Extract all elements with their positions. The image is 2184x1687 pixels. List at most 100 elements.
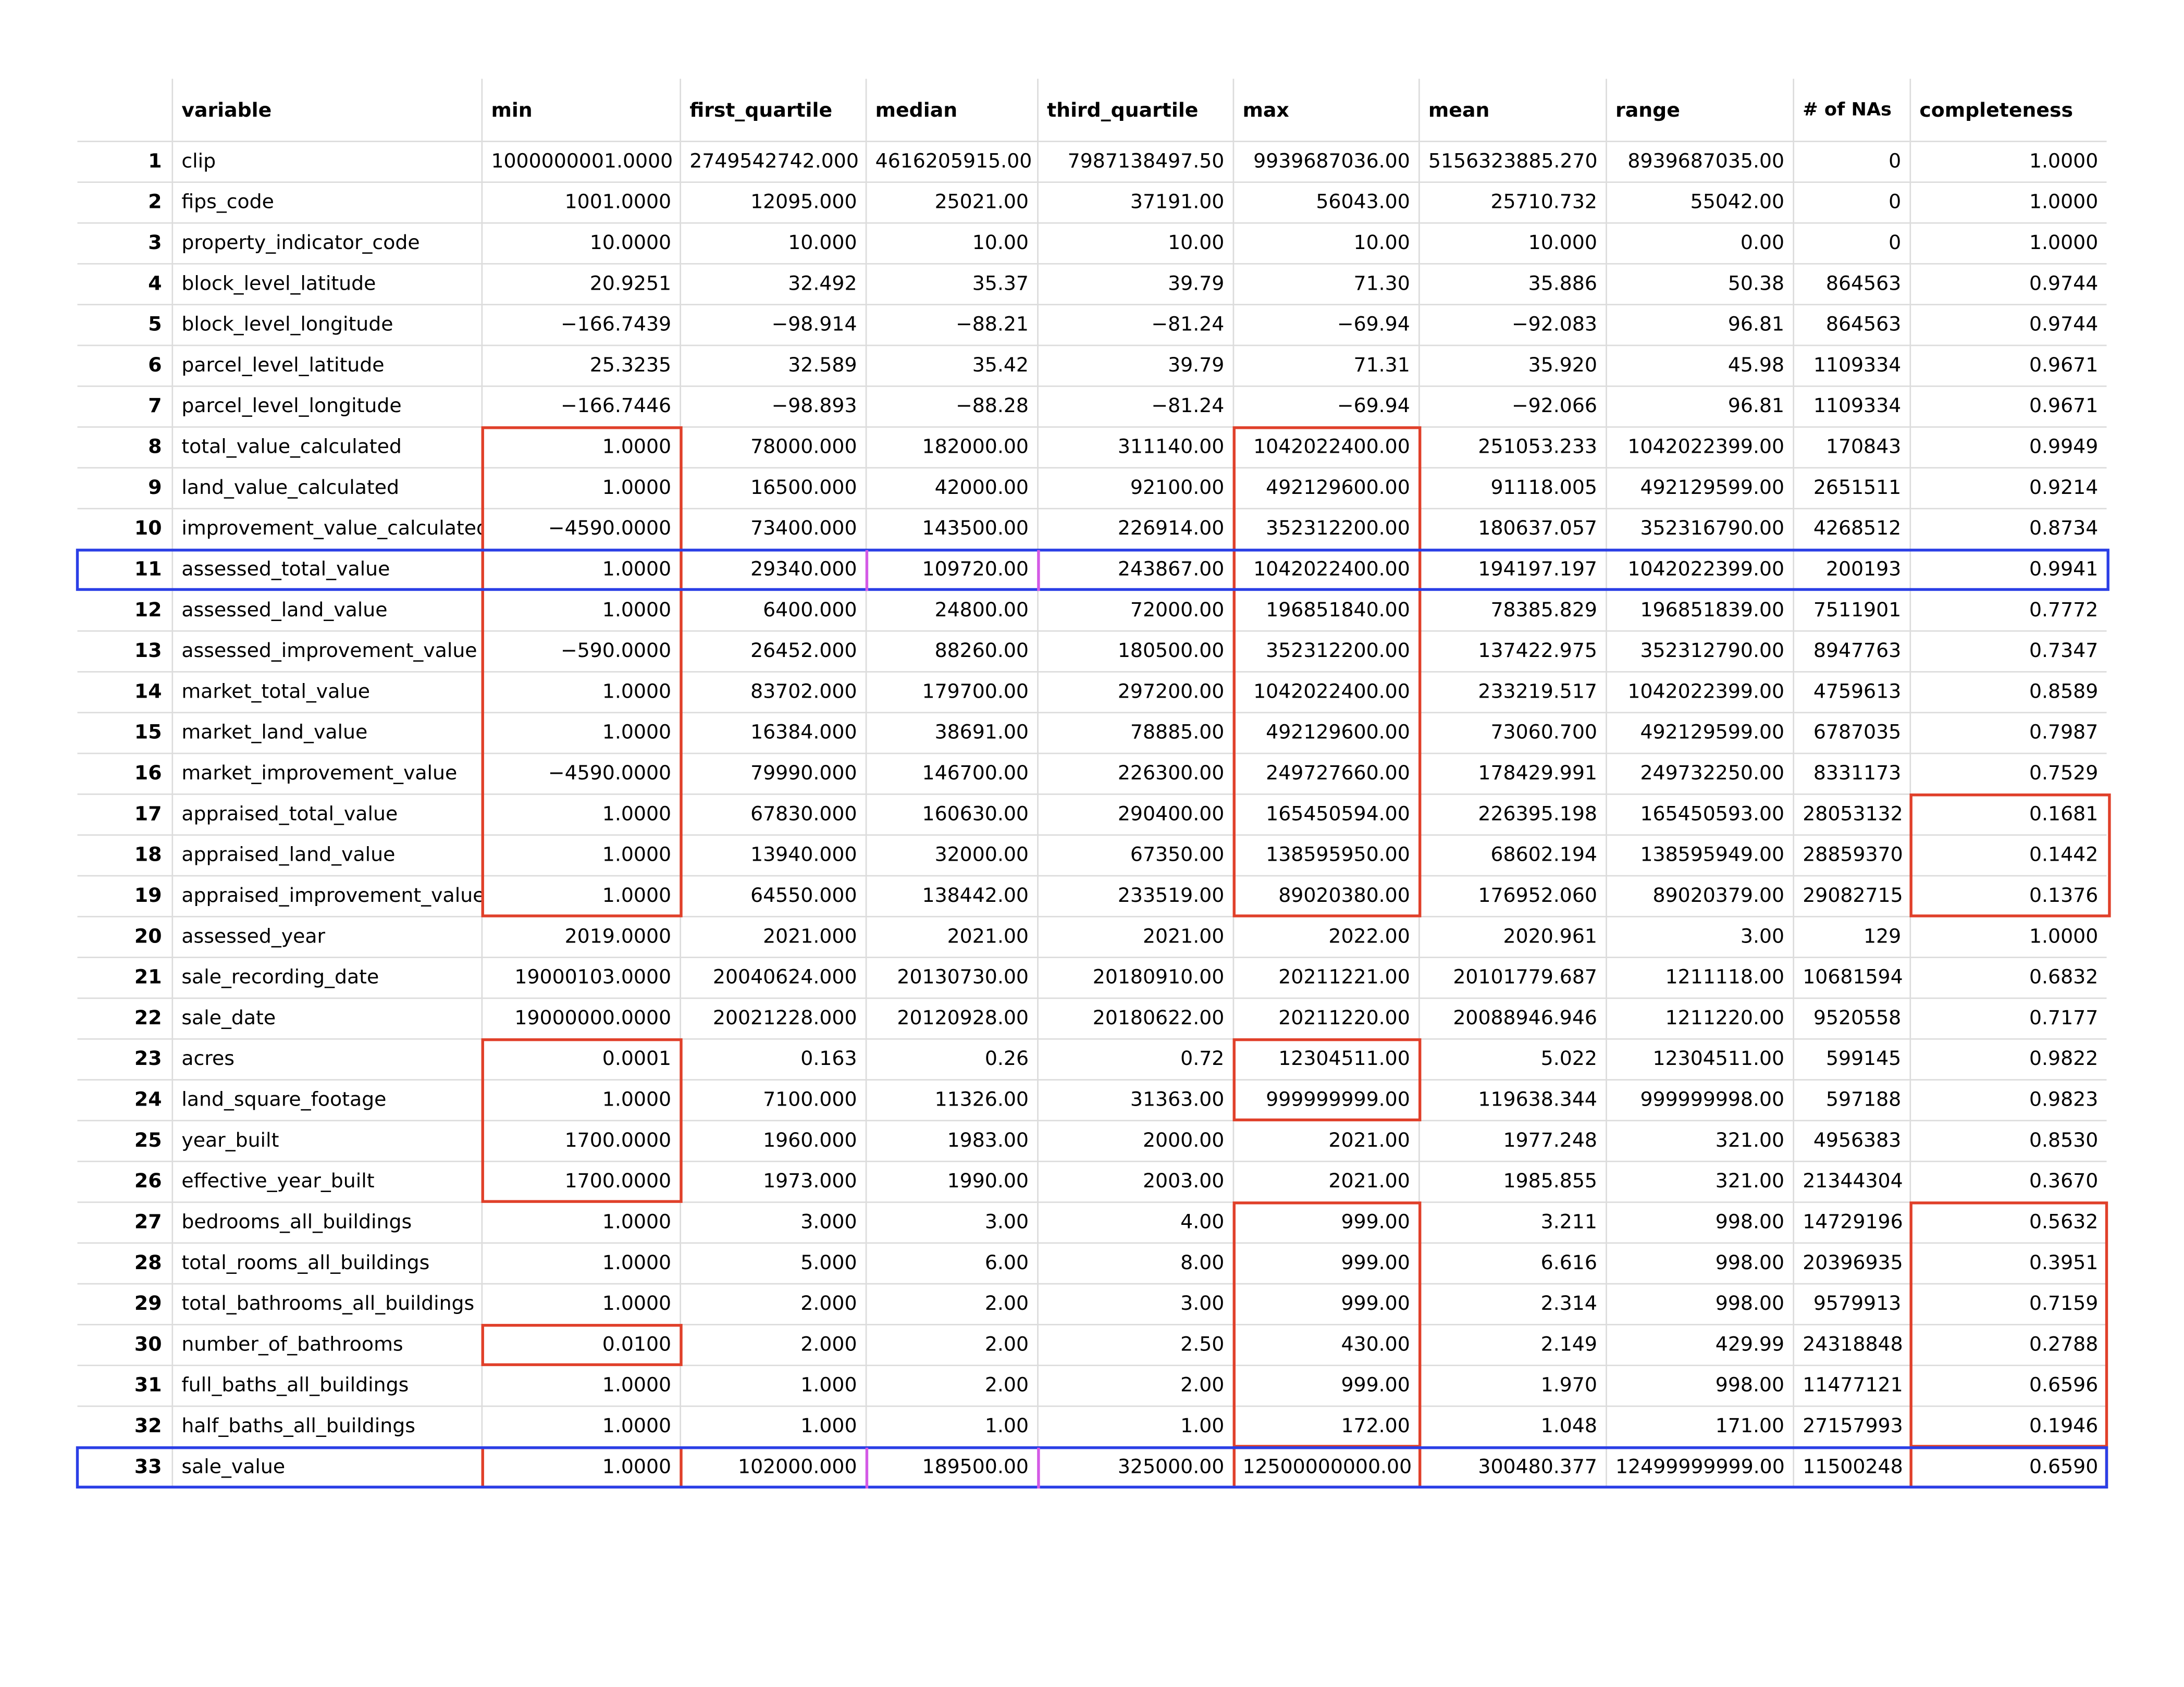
third-quartile-cell: 1.00	[1039, 1407, 1235, 1448]
max-cell: 999999999.00	[1234, 1080, 1420, 1122]
first-quartile-cell: 5.000	[681, 1244, 867, 1285]
min-cell: −4590.0000	[483, 509, 681, 550]
mean-cell: 194197.197	[1420, 550, 1607, 591]
first-quartile-cell: 29340.000	[681, 550, 867, 591]
row-index-cell: 22	[78, 999, 174, 1040]
max-cell: 2021.00	[1234, 1162, 1420, 1203]
min-cell: 1.0000	[483, 836, 681, 877]
variable-cell: parcel_level_longitude	[173, 387, 483, 428]
first-quartile-cell: 78000.000	[681, 427, 867, 469]
range-cell: 492129599.00	[1607, 468, 1795, 510]
completeness-cell: 0.1442	[2029, 844, 2099, 867]
row-index-cell: 9	[78, 468, 174, 510]
na-count-cell: 9579913	[1794, 1284, 1911, 1325]
mean-cell: 5156323885.270	[1420, 142, 1607, 183]
third-quartile-cell: 226914.00	[1039, 509, 1235, 550]
table-row: 3 property_indicator_code 10.0000 10.000 10.…	[77, 224, 2107, 265]
third-quartile-cell: 290400.00	[1039, 795, 1235, 836]
completeness-cell: 0.9671	[2029, 395, 2099, 418]
row-index-cell: 24	[78, 1080, 174, 1122]
third-quartile-cell: 20180622.00	[1039, 999, 1235, 1040]
third-quartile-cell: 2003.00	[1039, 1162, 1235, 1203]
range-cell: 1211118.00	[1607, 958, 1795, 999]
table-row: 14 market_total_value 1.0000 83702.000 17970…	[77, 672, 2107, 714]
variable-cell: assessed_improvement_value	[173, 631, 483, 673]
row-index-cell: 6	[78, 346, 174, 387]
variable-cell: total_rooms_all_buildings	[173, 1244, 483, 1285]
range-cell: 8939687035.00	[1607, 142, 1795, 183]
min-cell: 1001.0000	[483, 183, 681, 224]
na-count-cell: 11477121	[1794, 1366, 1911, 1407]
variable-cell: clip	[173, 142, 483, 183]
max-cell: 492129600.00	[1234, 468, 1420, 510]
third-quartile-cell: 3.00	[1039, 1284, 1235, 1325]
na-count-cell: 4268512	[1794, 509, 1911, 550]
variable-cell: number_of_bathrooms	[173, 1325, 483, 1367]
mean-cell: 2.314	[1420, 1284, 1607, 1325]
variable-cell: acres	[173, 1039, 483, 1081]
third-quartile-cell: 2000.00	[1039, 1121, 1235, 1162]
header-third-quartile: third_quartile	[1039, 79, 1235, 142]
median-cell: 11326.00	[867, 1080, 1039, 1122]
table-row: 16 market_improvement_value −4590.0000 7999…	[77, 754, 2107, 795]
na-count-cell: 864563	[1794, 305, 1911, 346]
table-row: 22 sale_date 19000000.0000 20021228.000 2012…	[77, 999, 2107, 1040]
max-cell: 2022.00	[1234, 917, 1420, 958]
first-quartile-cell: −98.893	[681, 387, 867, 428]
table-row: 15 market_land_value 1.0000 16384.000 38691.…	[77, 713, 2107, 754]
max-cell: 492129600.00	[1234, 713, 1420, 754]
variable-cell: full_baths_all_buildings	[173, 1366, 483, 1407]
variable-cell: sale_value	[173, 1447, 483, 1489]
first-quartile-cell: 16500.000	[681, 468, 867, 510]
min-cell: 1.0000	[483, 1284, 681, 1325]
min-cell: 1.0000	[483, 591, 681, 632]
first-quartile-cell: 2021.000	[681, 917, 867, 958]
median-cell: 182000.00	[867, 427, 1039, 469]
completeness-cell: 0.8589	[2029, 680, 2099, 704]
na-count-cell: 129	[1794, 917, 1911, 958]
max-cell: 20211221.00	[1234, 958, 1420, 999]
variable-cell: half_baths_all_buildings	[173, 1407, 483, 1448]
range-cell: 1042022399.00	[1607, 427, 1795, 469]
completeness-cell: 1.0000	[2029, 191, 2099, 214]
na-count-cell: 8947763	[1794, 631, 1911, 673]
range-cell: 352316790.00	[1607, 509, 1795, 550]
range-cell: 3.00	[1607, 917, 1795, 958]
median-cell: 1.00	[867, 1407, 1039, 1448]
completeness-cell: 0.5632	[2029, 1211, 2099, 1234]
max-cell: 165450594.00	[1234, 795, 1420, 836]
row-index-cell: 26	[78, 1162, 174, 1203]
first-quartile-cell: 16384.000	[681, 713, 867, 754]
variable-cell: appraised_improvement_value	[173, 876, 483, 917]
row-index-cell: 3	[78, 224, 174, 265]
third-quartile-cell: 297200.00	[1039, 672, 1235, 714]
na-count-cell: 7511901	[1794, 591, 1911, 632]
row-index-cell: 30	[78, 1325, 174, 1367]
completeness-cell: 0.7987	[2029, 722, 2099, 745]
mean-cell: 233219.517	[1420, 672, 1607, 714]
variable-cell: market_improvement_value	[173, 754, 483, 795]
first-quartile-cell: 10.000	[681, 224, 867, 265]
range-cell: 999999998.00	[1607, 1080, 1795, 1122]
median-cell: 25021.00	[867, 183, 1039, 224]
completeness-cell: 0.8530	[2029, 1130, 2099, 1152]
first-quartile-cell: 1973.000	[681, 1162, 867, 1203]
na-count-cell: 4956383	[1794, 1121, 1911, 1162]
na-count-cell: 1109334	[1794, 387, 1911, 428]
median-cell: 189500.00	[867, 1447, 1039, 1489]
median-cell: 2.00	[867, 1284, 1039, 1325]
na-count-cell: 6787035	[1794, 713, 1911, 754]
first-quartile-cell: 67830.000	[681, 795, 867, 836]
range-cell: 171.00	[1607, 1407, 1795, 1448]
table-row: 21 sale_recording_date 19000103.0000 200406…	[77, 958, 2107, 999]
variable-cell: sale_recording_date	[173, 958, 483, 999]
range-cell: 196851839.00	[1607, 591, 1795, 632]
mean-cell: 10.000	[1420, 224, 1607, 265]
third-quartile-cell: 226300.00	[1039, 754, 1235, 795]
completeness-cell: 0.8734	[2029, 517, 2099, 540]
min-cell: −590.0000	[483, 631, 681, 673]
range-cell: 998.00	[1607, 1366, 1795, 1407]
table-row: 23 acres 0.0001 0.163 0.26 0.72 12304511.00 5.0…	[77, 1039, 2107, 1081]
first-quartile-cell: 2.000	[681, 1284, 867, 1325]
